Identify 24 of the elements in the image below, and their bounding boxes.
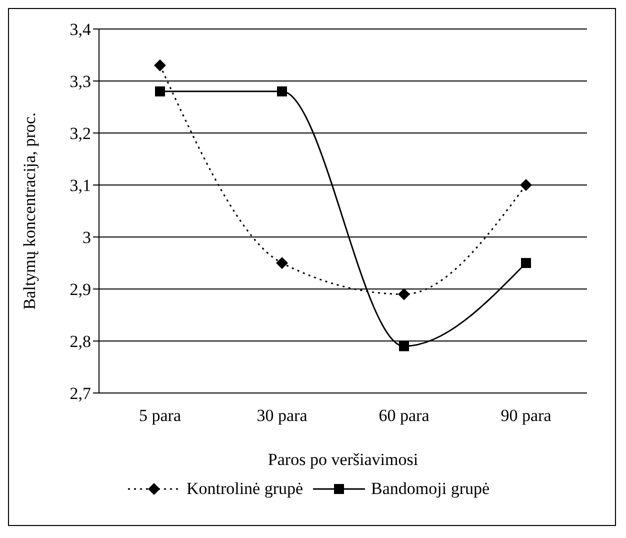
point [155,86,165,96]
point [521,258,531,268]
y-tick-label: 3,1 [70,176,91,196]
legend-label: Bandomoji grupė [370,479,490,499]
y-tick-label: 3 [82,228,91,248]
y-axis-title: Baltymų koncentracija, proc. [20,112,40,310]
x-tick-label: 5 para [138,406,182,426]
y-tick-label: 3,3 [70,72,91,92]
y-tick-label: 2,9 [70,280,91,300]
y-tick-label: 3,4 [70,20,92,40]
point [399,341,409,352]
y-tick-label: 3,2 [70,124,91,144]
point [154,59,166,72]
point [277,86,287,96]
point [398,288,410,300]
x-axis-title: Paros po veršiavimosi [268,450,418,469]
point [276,257,288,269]
x-tick-label: 90 para [500,406,552,426]
legend-label: Kontrolinė grupė [185,479,304,499]
y-tick-label: 2,7 [70,384,92,404]
x-tick-label: 60 para [378,406,430,426]
point [520,179,532,191]
y-tick-label: 2,8 [70,332,91,352]
x-tick-label: 30 para [256,406,308,426]
